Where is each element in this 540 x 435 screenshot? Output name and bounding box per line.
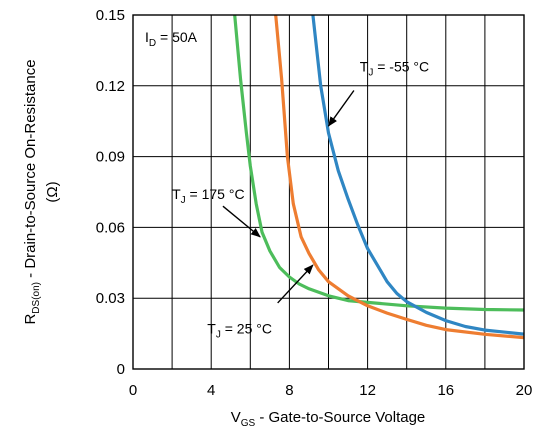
x-tick-label: 12: [359, 382, 376, 399]
x-tick-label: 8: [285, 382, 293, 399]
series-label-1: TJ = 175 °C: [172, 186, 244, 206]
x-tick-label: 16: [437, 382, 454, 399]
condition-label: ID = 50A: [145, 29, 198, 49]
x-tick-label: 20: [516, 382, 533, 399]
series-label-0: TJ = -55 °C: [360, 59, 429, 79]
annotation-arrow-2: [277, 264, 314, 304]
x-axis-label: VGS - Gate-to-Source Voltage: [231, 409, 426, 429]
y-tick-label: 0.06: [96, 219, 125, 236]
plot-frame: [132, 14, 525, 370]
y-tick-label: 0.03: [96, 290, 125, 307]
annotation-arrow-0: [327, 90, 355, 127]
x-tick-label: 0: [129, 382, 137, 399]
y-axis-label: RDS(on) - Drain-to-Source On-Resistance …: [22, 59, 61, 324]
y-tick-label: 0.09: [96, 149, 125, 166]
x-tick-label: 4: [207, 382, 215, 399]
y-axis-label-main: RDS(on) - Drain-to-Source On-Resistance: [22, 59, 42, 324]
annotations: TJ = -55 °C TJ = 175 °C TJ = 25 °C: [172, 59, 429, 341]
tick-labels: 0 4 8 12 16 20 0 0.03 0.06 0.09 0.12 0.15: [96, 7, 533, 399]
y-tick-label: 0.15: [96, 7, 125, 24]
y-tick-label: 0.12: [96, 78, 125, 95]
series-group: [233, 15, 524, 340]
y-axis-unit: (Ω): [44, 181, 61, 202]
series-line-2: [311, 15, 524, 336]
y-tick-label: 0: [117, 361, 125, 378]
annotation-arrow-1: [222, 205, 261, 238]
series-line-1: [274, 15, 524, 340]
series-label-2: TJ = 25 °C: [207, 321, 272, 341]
